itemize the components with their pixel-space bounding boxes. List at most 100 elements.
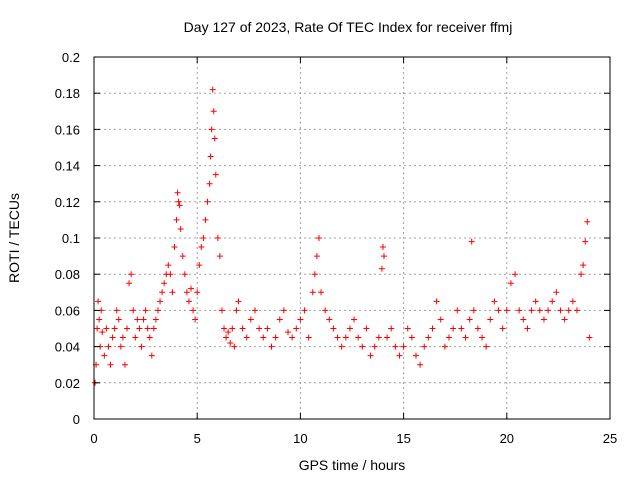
data-point (212, 171, 219, 178)
data-point (260, 334, 267, 341)
data-point (384, 334, 391, 341)
data-point (470, 307, 477, 314)
data-point (119, 334, 126, 341)
data-point (159, 289, 166, 296)
data-point (330, 325, 337, 332)
data-point (380, 253, 387, 260)
data-point (305, 334, 312, 341)
data-point (318, 289, 325, 296)
data-point (107, 361, 114, 368)
data-point (130, 307, 137, 314)
data-point (359, 343, 366, 350)
data-point (173, 216, 180, 223)
data-point (264, 325, 271, 332)
data-point (450, 325, 457, 332)
x-tick-label: 20 (500, 431, 514, 446)
data-point (243, 334, 250, 341)
data-point (185, 298, 192, 305)
data-point (196, 262, 203, 269)
data-point (109, 334, 116, 341)
data-point (487, 316, 494, 323)
x-axis-label: GPS time / hours (299, 457, 406, 473)
data-point (417, 361, 424, 368)
data-point (309, 289, 316, 296)
y-tick-label: 0.1 (62, 231, 80, 246)
data-point (142, 307, 149, 314)
data-point (499, 325, 506, 332)
data-point (421, 343, 428, 350)
data-point (586, 334, 593, 341)
data-point (580, 262, 587, 269)
y-tick-label: 0.14 (55, 159, 80, 174)
data-point (233, 307, 240, 314)
x-tick-label: 5 (194, 431, 201, 446)
data-point (351, 316, 358, 323)
data-point (582, 238, 589, 245)
data-point (371, 343, 378, 350)
x-tick-labels: 0 5 10 15 20 25 (90, 431, 617, 446)
data-point (276, 316, 283, 323)
data-point (225, 329, 232, 336)
data-point (301, 307, 308, 314)
x-tick-label: 25 (603, 431, 617, 446)
data-point (113, 307, 120, 314)
data-point (183, 289, 190, 296)
data-point (315, 235, 322, 241)
data-point (154, 307, 161, 314)
data-point (176, 202, 183, 209)
grid-lines (94, 57, 610, 419)
data-point (101, 352, 108, 359)
data-point (161, 280, 168, 287)
data-point (483, 343, 490, 350)
data-point (446, 334, 453, 341)
data-point (207, 153, 214, 160)
y-tick-label: 0.12 (55, 195, 80, 210)
data-points (92, 86, 593, 386)
data-point (429, 325, 436, 332)
y-axis-label: ROTI / TECUs (6, 193, 22, 283)
data-point (136, 325, 143, 332)
data-point (111, 325, 118, 332)
data-point (231, 343, 238, 350)
data-point (95, 298, 102, 305)
data-point (326, 316, 333, 323)
data-point (165, 262, 172, 269)
data-point (293, 325, 300, 332)
data-point (561, 316, 568, 323)
data-point (388, 325, 395, 332)
data-point (206, 180, 213, 187)
data-point (367, 352, 374, 359)
data-point (507, 280, 514, 287)
data-point (528, 307, 535, 314)
data-point (458, 325, 465, 332)
data-point (313, 253, 320, 260)
data-point (322, 307, 329, 314)
data-point (578, 271, 585, 278)
data-point (198, 244, 205, 251)
x-tick-label: 10 (293, 431, 307, 446)
data-point (202, 216, 209, 223)
data-point (103, 325, 110, 332)
data-point (400, 343, 407, 350)
data-point (99, 329, 106, 336)
data-point (223, 334, 230, 341)
data-point (565, 307, 572, 314)
data-point (503, 307, 510, 314)
data-point (121, 361, 128, 368)
y-tick-label: 0.06 (55, 303, 80, 318)
data-point (392, 343, 399, 350)
data-point (408, 334, 415, 341)
data-point (128, 271, 135, 278)
data-point (375, 334, 382, 341)
data-point (466, 316, 473, 323)
data-point (553, 289, 560, 296)
data-point (363, 325, 370, 332)
data-point (495, 307, 502, 314)
data-point (96, 316, 103, 323)
data-point (491, 298, 498, 305)
data-point (468, 238, 475, 245)
data-point (532, 298, 539, 305)
data-point (396, 352, 403, 359)
